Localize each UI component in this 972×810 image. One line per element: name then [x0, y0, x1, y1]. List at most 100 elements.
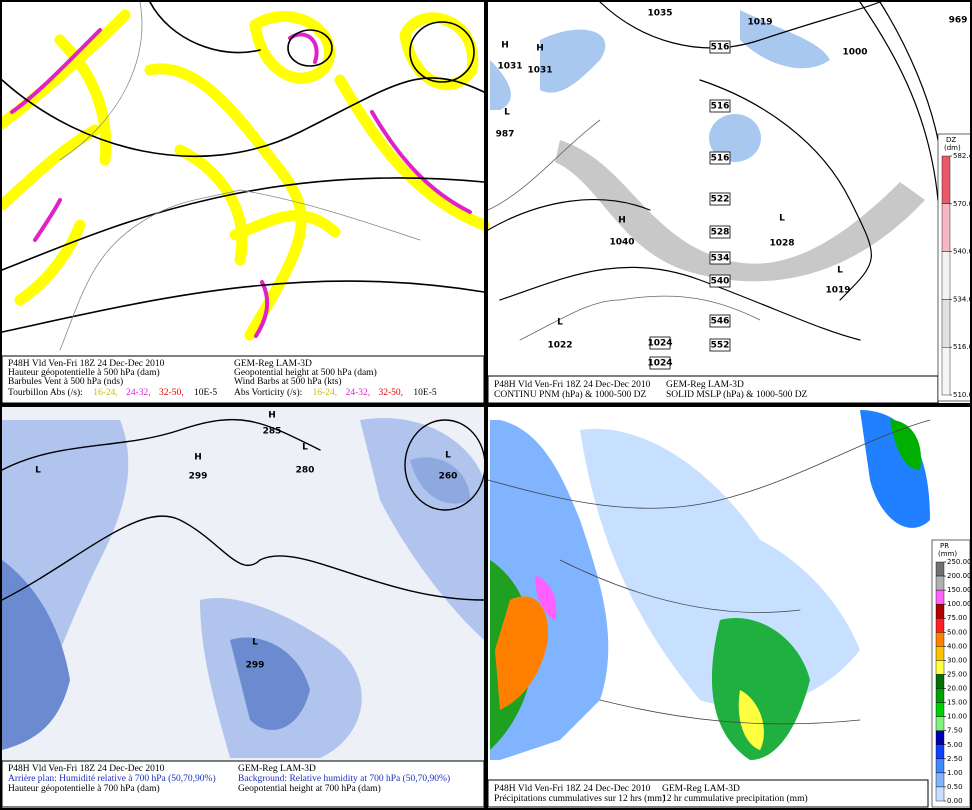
caption: 16-24, [313, 388, 338, 398]
pressure-label: 516 [711, 102, 730, 112]
caption: Background: Relative humidity at 700 hPa… [238, 773, 450, 784]
pressure-label: 546 [711, 317, 730, 327]
caption: 32-50, [378, 388, 403, 398]
caption-box [1, 760, 485, 808]
label-box [709, 99, 731, 113]
boundary [487, 419, 931, 509]
contour [149, 1, 261, 54]
legend-swatch [935, 561, 945, 577]
panel-frame [486, 405, 972, 810]
pressure-label: H [618, 216, 626, 226]
legend-label: 100.00 [947, 600, 972, 608]
caption: Tourbillon Abs (/s): [8, 387, 83, 398]
pressure-label: 528 [711, 228, 730, 238]
height-label: L [445, 451, 451, 461]
map-shape [890, 420, 921, 470]
pressure-label: 987 [496, 130, 515, 140]
map-shape [0, 9, 131, 131]
legend-swatch [935, 618, 945, 633]
pressure-label: 540 [711, 277, 730, 287]
height-label: L [302, 443, 308, 453]
map-shape [249, 11, 336, 84]
legend-label: 10.00 [947, 713, 967, 721]
legend-label: 570.00 [953, 200, 972, 208]
legend-unit: (dm) [944, 144, 961, 152]
panel-frame [486, 0, 972, 405]
legend-label: 75.00 [947, 614, 967, 622]
legend-swatch [935, 603, 945, 619]
caption: 32-50, [159, 388, 184, 398]
legend-label: 2.50 [947, 755, 963, 763]
label-box [649, 356, 671, 370]
coastline [239, 189, 421, 241]
pressure-label: 1040 [609, 238, 634, 248]
legend-label: 15.00 [947, 699, 967, 707]
legend-label: 534.00 [953, 295, 972, 303]
map-shape [555, 140, 925, 282]
pressure-label: 969 [949, 16, 968, 26]
legend-label: 0.00 [947, 797, 963, 805]
pressure-label: 1000 [842, 48, 867, 58]
caption: Hauteur géopotentielle à 700 hPa (dam) [8, 783, 160, 794]
map-shape [535, 575, 557, 620]
legend-label: 5.00 [947, 741, 963, 749]
map-shape [54, 34, 112, 166]
caption: 10E-5 [194, 388, 217, 398]
map-shape [33, 198, 62, 242]
contour [499, 266, 861, 341]
caption: P48H Vld Ven-Fri 18Z 24 Dec-Dec 2010 [8, 764, 165, 774]
legend-swatch [935, 575, 945, 591]
legend-label: 516.00 [953, 343, 972, 351]
caption: Geopotential height at 500 hPa (dam) [234, 367, 377, 378]
legends: DZ(dm)582.44 570.00 540.00 534.00 516.00 510.… [931, 133, 972, 808]
legend-swatch [935, 674, 945, 689]
height-label: 285 [263, 427, 282, 437]
map-shape [230, 637, 310, 730]
contour [519, 299, 621, 341]
legend-label: 20.00 [947, 685, 967, 693]
map-shape [738, 690, 764, 750]
legend-swatch [941, 203, 951, 252]
legend-swatch [935, 716, 945, 731]
caption: GEM-Reg LAM-3D [666, 380, 744, 390]
pressure-label: L [557, 318, 563, 328]
height-label: 299 [189, 472, 208, 482]
caption: P48H Vld Ven-Fri 18Z 24 Dec-Dec 2010 [494, 784, 651, 794]
legend-swatch [935, 660, 945, 675]
legend-label: 40.00 [947, 642, 967, 650]
pressure-label: H [501, 41, 509, 51]
pressure-label: L [779, 214, 785, 224]
legend-title: DZ [946, 136, 956, 144]
caption: Abs Vorticity (/s): 16-24, 24-32, 32-50,… [234, 387, 437, 398]
contour [487, 119, 601, 211]
caption: 12 hr cummulative precipitation (mm) [662, 793, 808, 804]
contour [619, 295, 761, 321]
map-art [0, 1, 970, 780]
map-shape [254, 280, 270, 338]
legend-unit: (mm) [938, 550, 957, 558]
legend-swatch [935, 786, 945, 802]
height-label: 280 [296, 466, 315, 476]
label-box [649, 336, 671, 350]
pressure-label: 516 [711, 43, 730, 53]
map-shape [740, 10, 830, 69]
legend-label: 30.00 [947, 656, 967, 664]
legend-label: 582.44 [953, 152, 972, 160]
label-box [709, 274, 731, 288]
coastline [59, 1, 143, 161]
pressure-label: H [536, 44, 544, 54]
caption: Arrière plan: Humidité relative à 700 hP… [8, 773, 216, 784]
legend-label: 200.00 [947, 572, 972, 580]
map-shape [174, 144, 248, 266]
legend-label: 25.00 [947, 670, 967, 678]
legend-swatch [941, 347, 951, 396]
caption: P48H Vld Ven-Fri 18Z 24 Dec-Dec 2010 [8, 359, 165, 369]
height-label: 299 [246, 661, 265, 671]
contour [487, 198, 651, 231]
legend-swatch [935, 688, 945, 703]
legend-label: 50.00 [947, 628, 967, 636]
panel-frame [0, 405, 486, 810]
caption: Tourbillon Abs (/s): 16-24, 24-32, 32-50… [8, 387, 217, 398]
map-labels: H 1035 1019 969 1000 H 1031 1031 L 987 516 516 516 52… [35, 9, 967, 671]
